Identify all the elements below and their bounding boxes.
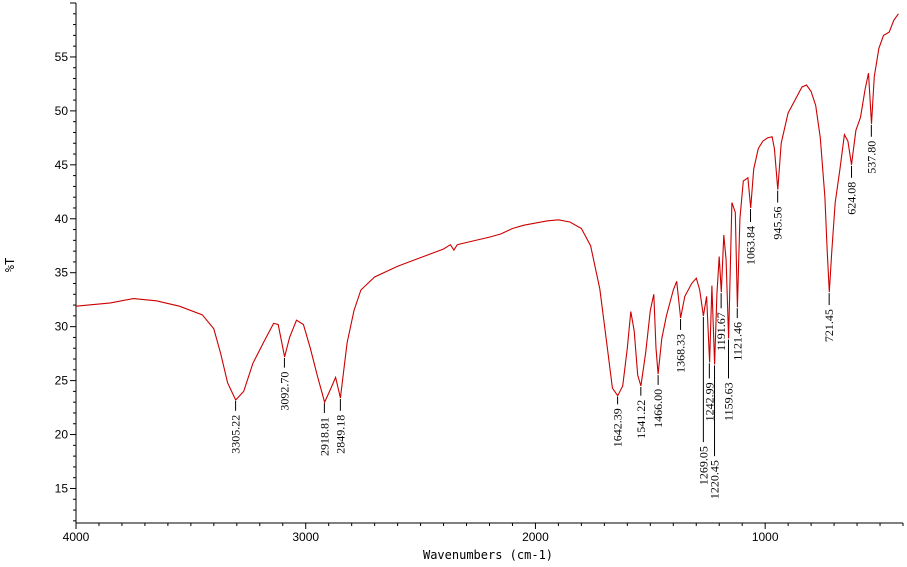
peak-label: 1541.22 <box>634 400 648 439</box>
peak-label: 1159.63 <box>722 382 736 421</box>
peak-label: 721.45 <box>822 309 836 342</box>
peak-label: 2918.81 <box>317 417 331 456</box>
x-tick-label: 2000 <box>522 530 549 544</box>
y-tick-label: 25 <box>55 374 69 388</box>
x-tick-label: 1000 <box>752 530 779 544</box>
peak-label: 1220.45 <box>708 460 722 499</box>
y-tick-label: 40 <box>55 212 69 226</box>
y-tick-label: 50 <box>55 104 69 118</box>
peak-label: 3092.70 <box>277 372 291 411</box>
peak-label: 1063.84 <box>744 226 758 265</box>
peak-label: 1121.46 <box>730 322 744 361</box>
peak-label: 1642.39 <box>611 408 625 447</box>
y-axis-title: %T <box>3 258 17 272</box>
x-axis-title: Wavenumbers (cm-1) <box>423 548 553 562</box>
axes <box>75 3 903 524</box>
peak-label: 537.80 <box>864 141 878 174</box>
peak-label: 1242.99 <box>702 382 716 421</box>
peak-label: 1269.05 <box>696 446 710 485</box>
peak-label: 624.08 <box>845 182 859 215</box>
peak-label: 945.56 <box>771 207 785 240</box>
y-tick-label: 55 <box>55 50 69 64</box>
peak-annotations: 3305.22 3092.70 2918.81 2849.18 1642.39 1541.… <box>229 124 878 499</box>
x-tick-label: 4000 <box>63 530 90 544</box>
peak-label: 1368.33 <box>674 334 688 373</box>
y-tick-label: 30 <box>55 320 69 334</box>
ticks: 4000 3000 2000 1000 15 20 25 30 35 40 45 50 55 <box>55 2 904 544</box>
peak-label: 3305.22 <box>229 415 243 454</box>
y-tick-label: 35 <box>55 266 69 280</box>
x-tick-label: 3000 <box>292 530 319 544</box>
peak-label: 1191.67 <box>714 312 728 351</box>
y-tick-label: 15 <box>55 481 69 495</box>
y-tick-label: 45 <box>55 158 69 172</box>
spectrum-line <box>75 13 899 404</box>
peak-label: 1466.00 <box>651 389 665 428</box>
y-tick-label: 20 <box>55 428 69 442</box>
series <box>75 13 899 404</box>
peak-label: 2849.18 <box>333 415 347 454</box>
